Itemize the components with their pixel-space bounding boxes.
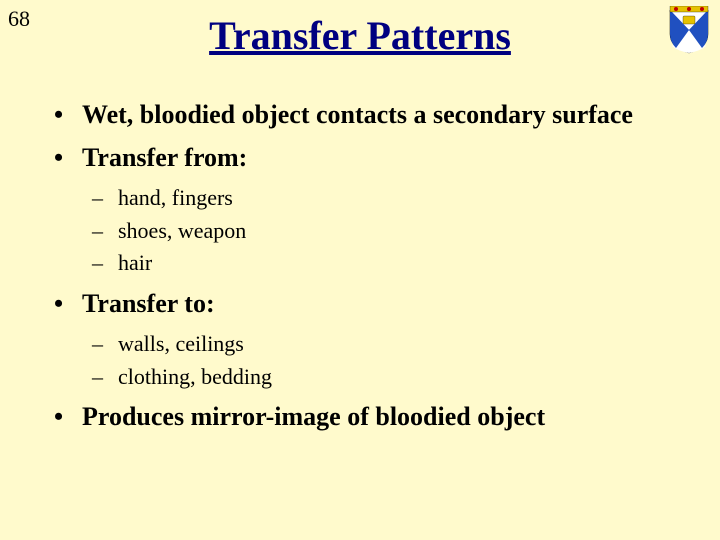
slide-title: Transfer Patterns — [0, 0, 720, 59]
list-item: Produces mirror-image of bloodied object — [30, 401, 690, 434]
sub-list: hand, fingers shoes, weapon hair — [82, 184, 690, 278]
content-area: Wet, bloodied object contacts a secondar… — [0, 59, 720, 434]
bullet-text: Transfer from: — [82, 143, 247, 172]
bullet-text: Wet, bloodied object contacts a secondar… — [82, 100, 633, 129]
list-item: Wet, bloodied object contacts a secondar… — [30, 99, 690, 132]
list-item: Transfer to: walls, ceilings clothing, b… — [30, 288, 690, 392]
list-item: Transfer from: hand, fingers shoes, weap… — [30, 142, 690, 278]
bullet-text: Transfer to: — [82, 289, 215, 318]
sub-list: walls, ceilings clothing, bedding — [82, 330, 690, 391]
sub-item: shoes, weapon — [82, 217, 690, 246]
sub-item: clothing, bedding — [82, 363, 690, 392]
crest-icon — [668, 6, 710, 54]
sub-item: hand, fingers — [82, 184, 690, 213]
page-number: 68 — [8, 6, 30, 32]
sub-item: walls, ceilings — [82, 330, 690, 359]
sub-item: hair — [82, 249, 690, 278]
bullet-list: Wet, bloodied object contacts a secondar… — [30, 99, 690, 434]
bullet-text: Produces mirror-image of bloodied object — [82, 402, 545, 431]
